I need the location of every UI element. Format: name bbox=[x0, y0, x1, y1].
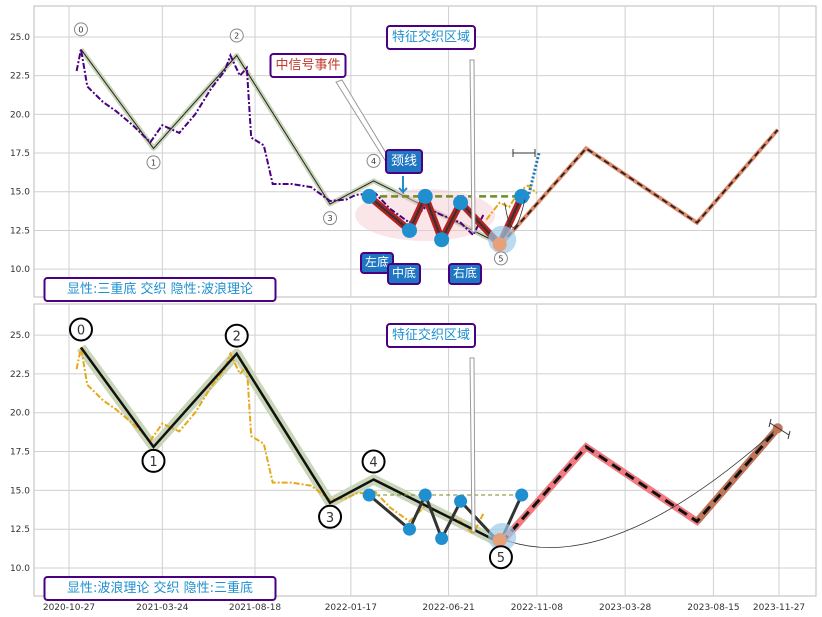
pattern-point-2 bbox=[417, 188, 433, 204]
bottom-ytick-label: 22.5 bbox=[10, 370, 30, 380]
pattern-point-1 bbox=[401, 222, 417, 238]
neckline-arrow bbox=[398, 176, 408, 195]
projection-arc bbox=[500, 427, 779, 548]
top-ytick-label: 17.5 bbox=[10, 149, 30, 159]
feature-zone-label-box bbox=[386, 25, 476, 50]
top-plot-area bbox=[33, 5, 817, 298]
top-panel: 10.0 12.5 15.0 17.5 20.0 22.5 25.0 0 1 2 3 4 5 中信号事件 特… bbox=[10, 5, 817, 302]
top-ytick-label: 22.5 bbox=[10, 72, 30, 82]
right-bottom-point bbox=[492, 237, 507, 252]
xtick-label-6: 2023-03-28 bbox=[599, 603, 652, 613]
wave-label-0: 0 bbox=[77, 323, 85, 338]
bottom-mode-label-box bbox=[43, 576, 277, 601]
wave-label-3: 3 bbox=[326, 511, 334, 526]
pattern-point-6 bbox=[515, 488, 529, 502]
rebound-curve bbox=[504, 199, 526, 228]
bottom-mode-label: 显性:波浪理论 交织 隐性:三重底 bbox=[67, 580, 253, 596]
signal-event-label-box bbox=[269, 53, 347, 78]
xtick-label-1: 2021-03-24 bbox=[136, 603, 189, 613]
top-ytick-label: 10.0 bbox=[10, 265, 30, 275]
right-bottom-label-box bbox=[448, 263, 482, 285]
wave-label-5: 5 bbox=[498, 254, 503, 263]
bottom-panel: 10.0 12.5 15.0 17.5 20.0 22.5 25.0 0 1 2 3 4 5 特征交织区域… bbox=[10, 303, 817, 601]
wave-label-circle-4 bbox=[366, 153, 381, 168]
bottom-plot-area bbox=[33, 303, 817, 597]
top-ytick-label: 12.5 bbox=[10, 226, 30, 236]
wave-label-5: 5 bbox=[497, 551, 505, 566]
wave-label-4: 4 bbox=[369, 456, 377, 471]
top-mode-label: 显性:三重底 交织 隐性:波浪理论 bbox=[67, 281, 253, 297]
top-mode-label-box bbox=[43, 277, 277, 302]
feature-zone-label-box bbox=[386, 323, 476, 348]
pattern-point-3 bbox=[434, 232, 450, 248]
top-ytick-label: 20.0 bbox=[10, 110, 30, 120]
neckline-label-box bbox=[385, 149, 423, 174]
projection-line bbox=[500, 129, 779, 245]
xtick-label-5: 2022-11-08 bbox=[511, 603, 564, 613]
wave-label-circle-3 bbox=[318, 504, 343, 529]
wave-label-circle-3 bbox=[323, 211, 338, 226]
signal-event-label: 中信号事件 bbox=[275, 58, 340, 73]
wave-label-2: 2 bbox=[233, 330, 241, 345]
pattern-point-2 bbox=[418, 488, 432, 502]
pattern-point-6 bbox=[514, 188, 530, 204]
pattern-point-0 bbox=[362, 488, 376, 502]
wave-label-1: 1 bbox=[149, 455, 157, 470]
wave-label-2: 2 bbox=[234, 32, 239, 41]
wave-label-circle-4 bbox=[361, 449, 386, 474]
mid-bottom-label-box bbox=[387, 263, 421, 285]
pattern-point-4 bbox=[453, 195, 469, 211]
wave-label-circle-1 bbox=[146, 155, 161, 170]
wave-label-circle-0 bbox=[73, 22, 88, 37]
mid-bottom-label: 中底 bbox=[392, 265, 416, 280]
price-series-0 bbox=[75, 347, 485, 536]
xtick-label-4: 2022-06-21 bbox=[422, 603, 474, 613]
feature-zone-label: 特征交织区域 bbox=[392, 29, 470, 45]
zone-arrow bbox=[469, 357, 476, 533]
pattern-point-1 bbox=[402, 522, 416, 536]
end-bracket bbox=[768, 418, 791, 440]
bottom-ytick-label: 25.0 bbox=[10, 331, 30, 341]
wave-line bbox=[80, 49, 502, 245]
pattern-point-0 bbox=[361, 188, 377, 204]
top-ytick-label: 15.0 bbox=[10, 188, 30, 198]
pattern-point-3 bbox=[435, 532, 449, 546]
bottom-ytick-label: 12.5 bbox=[10, 525, 30, 535]
neckline-label: 颈线 bbox=[391, 154, 417, 169]
bottom-ytick-label: 15.0 bbox=[10, 486, 30, 496]
feature-zone-label: 特征交织区域 bbox=[392, 327, 470, 343]
wave-label-1: 1 bbox=[151, 158, 156, 167]
end-bracket bbox=[512, 149, 536, 157]
wave-line bbox=[79, 346, 502, 545]
bottom-ytick-label: 10.0 bbox=[10, 564, 30, 574]
bottom-ytick-label: 17.5 bbox=[10, 448, 30, 458]
wave-label-circle-5 bbox=[493, 251, 508, 266]
xtick-label-0: 2020-10-27 bbox=[43, 603, 95, 613]
price-series-1 bbox=[485, 184, 538, 221]
xtick-label-3: 2022-01-17 bbox=[325, 603, 377, 613]
wave-label-circle-5 bbox=[488, 545, 513, 570]
right-bottom-point bbox=[492, 533, 507, 548]
xtick-label-8: 2023-11-27 bbox=[753, 603, 805, 613]
pattern-point-4 bbox=[454, 494, 468, 508]
xtick-label-2: 2021-08-18 bbox=[229, 603, 282, 613]
wave-label-circle-2 bbox=[229, 28, 244, 43]
right-bottom-label: 右底 bbox=[453, 265, 477, 280]
projection-line bbox=[499, 427, 779, 545]
x-axis: 2020-10-27 2021-03-24 2021-08-18 2022-01-17… bbox=[43, 603, 805, 613]
bottom-ytick-label: 20.0 bbox=[10, 409, 30, 419]
wave-label-circle-2 bbox=[224, 323, 249, 348]
wave-label-0: 0 bbox=[78, 25, 83, 34]
wave-label-circle-1 bbox=[141, 448, 166, 473]
wave-label-circle-0 bbox=[68, 317, 93, 342]
top-ytick-label: 25.0 bbox=[10, 33, 30, 43]
zone-arrow bbox=[469, 59, 476, 233]
wave-label-3: 3 bbox=[328, 214, 333, 223]
wave-label-4: 4 bbox=[371, 157, 376, 166]
left-bottom-label: 左底 bbox=[365, 254, 389, 269]
xtick-label-7: 2023-08-15 bbox=[687, 603, 739, 613]
